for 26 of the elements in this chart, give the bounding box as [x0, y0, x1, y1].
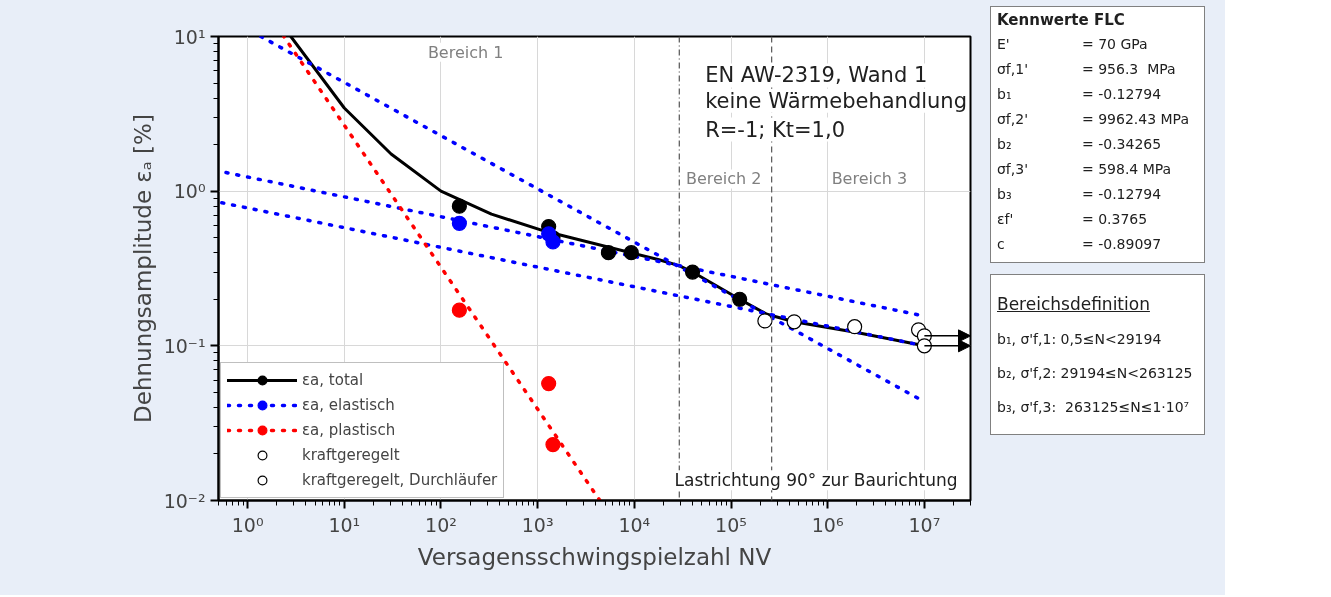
- annotation: Bereich 2: [685, 169, 762, 189]
- y-tick-label: 10⁻¹: [163, 334, 206, 357]
- legend-label: kraftgeregelt, Durchläufer: [302, 471, 498, 489]
- annotation: Bereich 3: [831, 169, 908, 189]
- x-tick-label: 10⁷: [908, 513, 941, 536]
- legend-label: εa, elastisch: [302, 396, 395, 414]
- annotation: EN AW-2319, Wand 1 keine Wärmebehandlung R=-1; Kt=1,0: [705, 63, 967, 142]
- legend-label: εa, total: [302, 371, 364, 389]
- x-tick-label: 10⁰: [231, 513, 264, 536]
- annotation: Bereich 1: [427, 42, 504, 62]
- y-tick-label: 10¹: [173, 25, 206, 48]
- x-tick-label: 10⁵: [715, 513, 747, 536]
- x-tick-label: 10²: [425, 513, 457, 536]
- x-tick-label: 10⁴: [618, 513, 651, 536]
- x-tick-label: 10³: [521, 513, 554, 536]
- legend-label: εa, plastisch: [302, 421, 396, 439]
- text: Kennwerte FLC E' = 70 GPa σf,1' = 956.3 MPa b₁ = -0.12794 σf,2' = 9962.43 MPa b₂ = -0.34265 σf,3' = 598.4 MPa b₃ = -0.12794 εf' = 0.3765 c = -0.89097: [997, 11, 1190, 253]
- annotation: Lastrichtung 90° zur Baurichtung: [674, 470, 958, 491]
- text: Bereichsdefinition b₁, σ'f,1: 0,5≤N<29194 b₂, σ'f,2: 29194≤N<263125 b₃, σ'f,3: 263125≤N≤1·10⁷: [997, 294, 1193, 415]
- x-tick-label: 10⁶: [811, 513, 844, 536]
- y-tick-label: 10⁰: [173, 180, 206, 203]
- y-axis-title: Dehnungsamplitude εₐ [%]: [129, 114, 156, 423]
- x-axis-title: Versagensschwingspielzahl NV: [417, 543, 772, 570]
- x-tick-label: 10¹: [328, 513, 361, 536]
- legend-label: kraftgeregelt: [302, 446, 400, 464]
- y-tick-label: 10⁻²: [163, 489, 206, 512]
